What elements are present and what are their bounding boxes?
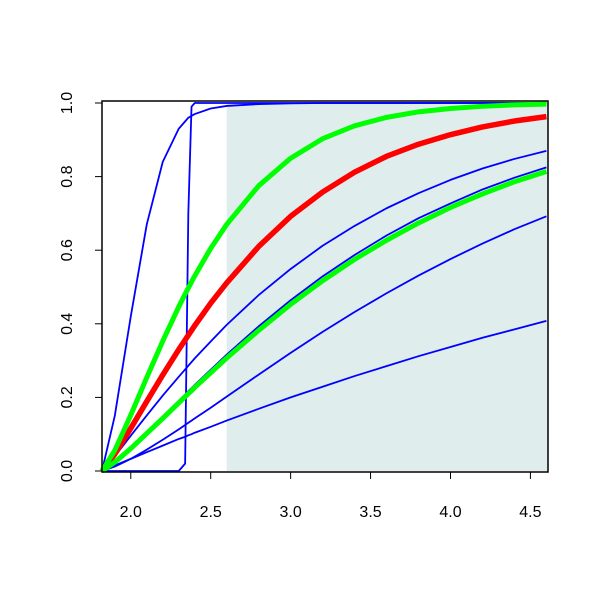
x-tick-label: 3.5 — [359, 504, 381, 521]
line-series — [99, 101, 547, 473]
x-tick-label: 2.5 — [200, 504, 222, 521]
line-series — [101, 102, 547, 472]
x-tick-label: 4.0 — [439, 504, 461, 521]
x-tick-label: 4.5 — [519, 504, 541, 521]
y-tick-label: 0.6 — [59, 239, 76, 261]
line-series — [99, 113, 547, 473]
line-series — [100, 169, 548, 474]
y-tick-label: 0.4 — [59, 313, 76, 335]
x-tick-label: 2.0 — [120, 504, 142, 521]
line-series — [101, 215, 547, 472]
plot-frame — [101, 100, 549, 473]
y-tick-label: 0.2 — [59, 386, 76, 408]
y-tick-label: 0.0 — [59, 460, 76, 482]
y-tick-label: 0.8 — [59, 165, 76, 187]
y-tick-label: 1.0 — [59, 92, 76, 114]
line-series — [101, 149, 547, 472]
x-tick-label: 3.0 — [280, 504, 302, 521]
line-series — [101, 319, 547, 472]
